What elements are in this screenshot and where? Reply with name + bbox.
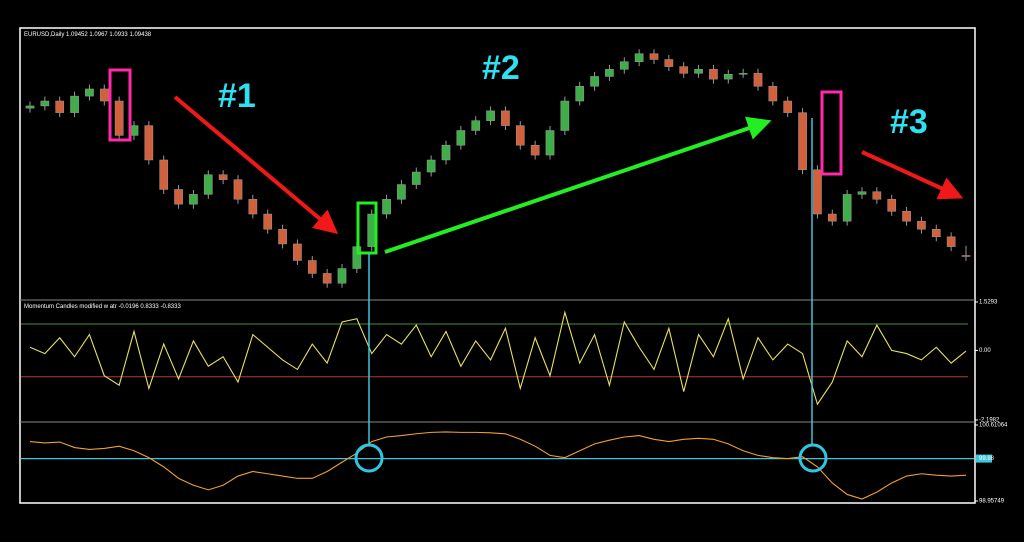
lower-level: -0.8333 bbox=[160, 304, 181, 310]
candle-body bbox=[679, 66, 689, 74]
current-value: -0.0196 bbox=[118, 304, 139, 310]
frame bbox=[19, 27, 976, 504]
indicator-line bbox=[29, 310, 967, 406]
arrow bbox=[173, 95, 339, 235]
indicator-name: Momentum Candles modified w atr bbox=[24, 304, 117, 310]
arrow bbox=[861, 150, 964, 200]
candle-body bbox=[827, 213, 837, 222]
symbol: EURUSD,Daily bbox=[24, 32, 64, 38]
candle-body bbox=[233, 179, 243, 200]
y-tick-label: -2.1982 bbox=[979, 418, 1000, 424]
candle-body bbox=[25, 105, 35, 109]
candle-body bbox=[278, 228, 287, 245]
candle-body bbox=[70, 95, 79, 113]
candle-body bbox=[99, 88, 109, 102]
candle-body bbox=[293, 243, 302, 261]
candle-body bbox=[634, 53, 644, 62]
candle-body bbox=[946, 236, 956, 247]
momentum-header: Momentum Candles modified w atr -0.0196 … bbox=[24, 304, 181, 310]
candle-body bbox=[709, 69, 718, 80]
candle-body bbox=[144, 125, 154, 161]
candle-body bbox=[203, 174, 213, 195]
candle-body bbox=[902, 211, 911, 222]
annotation: #3 bbox=[890, 103, 928, 141]
annotation: #1 bbox=[218, 77, 256, 115]
candle-body bbox=[426, 159, 436, 173]
candle-body bbox=[619, 61, 629, 70]
candle-body bbox=[723, 73, 733, 80]
arrow bbox=[384, 116, 772, 254]
highlight-box bbox=[108, 68, 132, 142]
annotation: #2 bbox=[482, 49, 520, 87]
candle-body bbox=[545, 130, 555, 156]
candle-body bbox=[248, 199, 258, 215]
candle-body bbox=[783, 100, 793, 113]
candle-body bbox=[501, 110, 510, 126]
candle-body bbox=[307, 260, 317, 274]
candle-body bbox=[857, 191, 867, 195]
signal-circle bbox=[354, 443, 384, 473]
candle-body bbox=[85, 88, 94, 97]
last-close: 1.09438 bbox=[129, 32, 151, 38]
candle-body bbox=[887, 199, 897, 212]
upper-level: 0.8333 bbox=[140, 304, 159, 310]
candle-body bbox=[515, 125, 525, 146]
indicator-line bbox=[29, 431, 967, 500]
price-header: EURUSD,Daily 1.09452 1.0967 1.0933 1.094… bbox=[24, 32, 152, 38]
candle-body bbox=[530, 144, 540, 156]
candle-body bbox=[694, 69, 703, 74]
y-tick-label: 99.88 bbox=[979, 456, 995, 462]
y-tick-label: 0.00 bbox=[979, 348, 991, 354]
candle-body bbox=[337, 268, 347, 284]
candle-body bbox=[798, 112, 807, 171]
candle-body bbox=[649, 53, 659, 60]
y-tick-label: 100.61064 bbox=[979, 423, 1008, 429]
candle-body bbox=[813, 169, 822, 215]
candle-body bbox=[441, 144, 451, 161]
candle-body bbox=[174, 189, 183, 205]
last-low: 1.0933 bbox=[109, 32, 128, 38]
highlight-box bbox=[820, 90, 843, 176]
signal-circle bbox=[798, 443, 828, 473]
candle-body bbox=[382, 199, 391, 215]
candle-body bbox=[397, 184, 406, 200]
candle-body bbox=[486, 110, 495, 121]
last-open: 1.09452 bbox=[66, 32, 88, 38]
candle-body bbox=[753, 73, 763, 87]
last-high: 1.0967 bbox=[89, 32, 108, 38]
candle-body bbox=[560, 100, 570, 131]
candle-body bbox=[218, 174, 228, 180]
candle-body bbox=[411, 171, 421, 185]
candle-body bbox=[605, 69, 614, 77]
y-tick-label: 98.95749 bbox=[979, 499, 1005, 505]
candle-body bbox=[189, 194, 198, 205]
candle-body bbox=[575, 86, 585, 102]
candle-body bbox=[471, 120, 481, 131]
candle-body bbox=[872, 191, 882, 200]
candle-body bbox=[55, 100, 65, 113]
candle-body bbox=[961, 255, 971, 257]
candle-body bbox=[114, 100, 124, 136]
candle-body bbox=[664, 59, 674, 67]
y-tick-label: 1.5293 bbox=[979, 300, 998, 306]
candle-body bbox=[159, 159, 169, 190]
candle-body bbox=[738, 73, 748, 75]
candle-body bbox=[842, 194, 852, 222]
candle-body bbox=[917, 220, 926, 230]
candle-body bbox=[322, 273, 332, 284]
highlight-box bbox=[356, 201, 378, 255]
tick-highlight bbox=[976, 454, 992, 463]
candle-body bbox=[931, 228, 941, 238]
candle-body bbox=[263, 213, 273, 230]
candle-body bbox=[590, 76, 599, 87]
candle-body bbox=[40, 100, 50, 107]
candle-body bbox=[456, 130, 466, 146]
candle-body bbox=[768, 86, 778, 102]
